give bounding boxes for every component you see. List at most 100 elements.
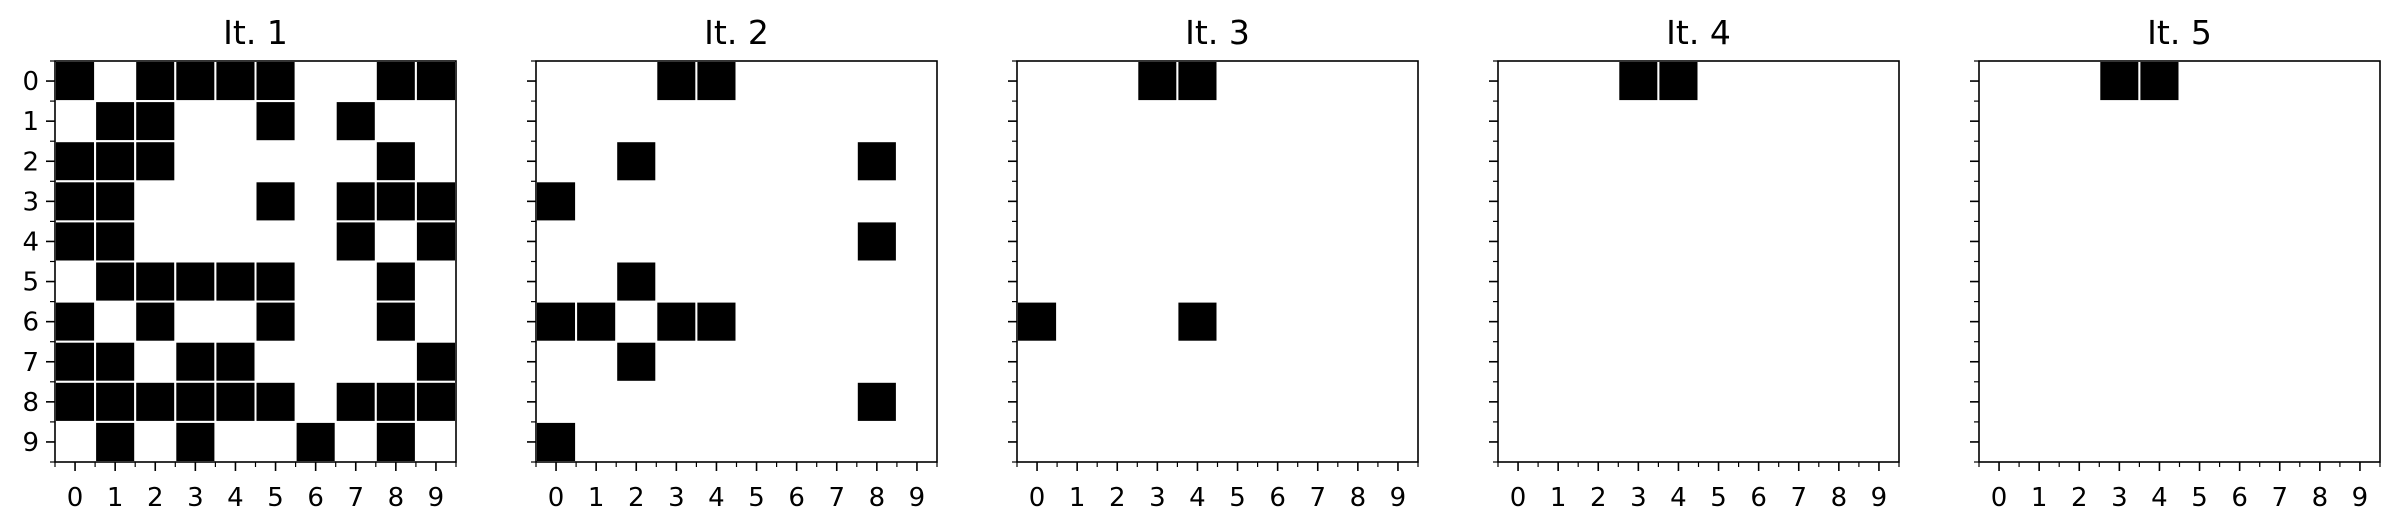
grid-cell-r6-c5 (254, 300, 297, 343)
grid-cell-r4-c7 (334, 220, 377, 263)
x-tick-label: 3 (2111, 483, 2128, 513)
y-tick-label: 3 (22, 187, 39, 217)
panel-title: It. 4 (1666, 13, 1731, 52)
y-tick-label: 0 (22, 67, 39, 97)
grid-cell-r1-c2 (134, 100, 177, 143)
plot-area (1498, 61, 1899, 462)
grid-cell-r2-c0 (54, 140, 97, 183)
grid-cell-r8-c8 (855, 380, 898, 423)
panel-5: It. 5 0 1 2 3 4 5 6 7 8 9 (1970, 13, 2381, 513)
x-tick-label: 6 (788, 483, 805, 513)
grid-cell-r7-c1 (94, 340, 137, 383)
x-tick-label: 3 (668, 483, 685, 513)
grid-cell-r0-c3 (655, 60, 698, 103)
grid-cell-r5-c3 (174, 260, 217, 303)
x-tick-label: 5 (267, 483, 284, 513)
grid-cell-r9-c8 (374, 420, 417, 463)
x-tick-label: 5 (1229, 483, 1246, 513)
x-tick-label: 5 (748, 483, 765, 513)
grid-cell-r8-c0 (54, 380, 97, 423)
grid-cell-r7-c0 (54, 340, 97, 383)
grid-cell-r5-c5 (254, 260, 297, 303)
grid-cell-r7-c9 (414, 340, 457, 383)
panel-4: It. 4 0 1 2 3 4 5 6 7 8 9 (1489, 13, 1900, 513)
grid-cell-r2-c2 (134, 140, 177, 183)
x-tick-label: 9 (1871, 483, 1888, 513)
grid-cell-r1-c7 (334, 100, 377, 143)
x-tick-label: 8 (388, 483, 405, 513)
x-tick-label: 7 (2271, 483, 2288, 513)
grid-cell-r8-c1 (94, 380, 137, 423)
grid-cell-r6-c8 (374, 300, 417, 343)
grid-cell-r8-c9 (414, 380, 457, 423)
x-tick-label: 2 (628, 483, 645, 513)
grid-cell-r6-c0 (1016, 300, 1059, 343)
grid-cell-r0-c8 (374, 60, 417, 103)
grid-cell-r0-c4 (214, 60, 257, 103)
grid-cell-r6-c4 (1176, 300, 1219, 343)
grid-cell-r4-c1 (94, 220, 137, 263)
grid-cell-r2-c2 (615, 140, 658, 183)
x-tick-label: 8 (1350, 483, 1367, 513)
grid-cell-r0-c9 (414, 60, 457, 103)
y-tick-label: 8 (22, 388, 39, 418)
x-tick-label: 2 (147, 483, 164, 513)
x-tick-label: 2 (1109, 483, 1126, 513)
grid-cell-r3-c1 (94, 180, 137, 223)
grid-cell-r0-c0 (54, 60, 97, 103)
grid-cell-r0-c3 (174, 60, 217, 103)
grid-cell-r5-c1 (94, 260, 137, 303)
grid-cell-r1-c5 (254, 100, 297, 143)
x-tick-label: 7 (1790, 483, 1807, 513)
grid-cell-r6-c0 (54, 300, 97, 343)
grid-cell-r9-c1 (94, 420, 137, 463)
y-tick-label: 6 (22, 308, 39, 338)
grid-cell-r7-c3 (174, 340, 217, 383)
grid-cell-r2-c1 (94, 140, 137, 183)
y-tick-label: 7 (22, 348, 39, 378)
plot-area (1979, 61, 2380, 462)
x-tick-label: 9 (909, 483, 926, 513)
grid-cell-r9-c3 (174, 420, 217, 463)
x-tick-label: 0 (548, 483, 565, 513)
x-tick-label: 0 (1510, 483, 1527, 513)
x-tick-label: 4 (1670, 483, 1687, 513)
grid-cell-r8-c2 (134, 380, 177, 423)
grid-cell-r6-c2 (134, 300, 177, 343)
grid-cell-r8-c7 (334, 380, 377, 423)
panel-3: It. 3 0 1 2 3 4 5 6 7 8 9 (1008, 13, 1419, 513)
x-tick-label: 8 (2312, 483, 2329, 513)
grid-cell-r0-c5 (254, 60, 297, 103)
panel-title: It. 2 (704, 13, 769, 52)
grid-cell-r3-c8 (374, 180, 417, 223)
grid-cell-r5-c8 (374, 260, 417, 303)
panel-title: It. 1 (223, 13, 288, 52)
x-tick-label: 6 (2231, 483, 2248, 513)
grid-cell-r4-c8 (855, 220, 898, 263)
x-tick-label: 1 (1550, 483, 1567, 513)
grid-cell-r7-c2 (615, 340, 658, 383)
grid-cell-r4-c0 (54, 220, 97, 263)
y-tick-label: 1 (22, 107, 39, 137)
x-tick-label: 5 (1710, 483, 1727, 513)
plot-area (1017, 61, 1418, 462)
y-tick-label: 5 (22, 268, 39, 298)
x-tick-label: 9 (2352, 483, 2369, 513)
grid-cell-r8-c3 (174, 380, 217, 423)
grid-cell-r3-c0 (535, 180, 578, 223)
grid-cell-r5-c2 (134, 260, 177, 303)
grid-cell-r5-c4 (214, 260, 257, 303)
grid-cell-r0-c4 (695, 60, 738, 103)
grid-cell-r7-c4 (214, 340, 257, 383)
x-tick-label: 5 (2191, 483, 2208, 513)
grid-cell-r0-c2 (134, 60, 177, 103)
grid-cell-r0-c4 (1176, 60, 1219, 103)
grid-cell-r6-c3 (655, 300, 698, 343)
x-tick-label: 1 (107, 483, 124, 513)
x-tick-label: 3 (1630, 483, 1647, 513)
grid-cell-r3-c0 (54, 180, 97, 223)
panel-title: It. 3 (1185, 13, 1250, 52)
grid-cell-r5-c2 (615, 260, 658, 303)
grid-cell-r8-c5 (254, 380, 297, 423)
